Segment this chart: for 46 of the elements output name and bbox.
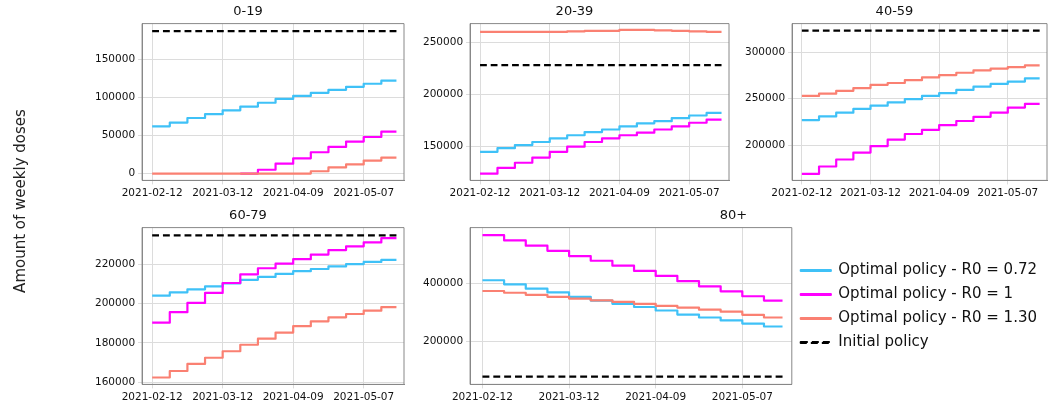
x-tick-label: 2021-02-12 xyxy=(121,186,183,199)
y-tick-label: 150000 xyxy=(94,52,136,65)
y-tick-label: 220000 xyxy=(94,256,136,269)
y-tick-label: 0 xyxy=(128,166,136,179)
x-tick-label: 2021-02-12 xyxy=(771,186,833,199)
legend-label: Initial policy xyxy=(838,332,929,351)
y-tick-label: 400000 xyxy=(422,276,464,289)
y-tick-label: 200000 xyxy=(422,334,464,347)
y-tick-label: 100000 xyxy=(94,90,136,103)
y-tick-label: 250000 xyxy=(744,91,786,104)
x-tick-label: 2021-03-12 xyxy=(192,390,254,403)
x-tick-label: 2021-05-07 xyxy=(977,186,1039,199)
x-tick-label: 2021-05-07 xyxy=(711,390,773,403)
chart-title: 0-19 xyxy=(233,3,263,19)
x-tick-label: 2021-05-07 xyxy=(658,186,720,199)
x-tick-label: 2021-02-12 xyxy=(451,390,513,403)
x-tick-label: 2021-03-12 xyxy=(538,390,600,403)
legend-label: Optimal policy - R0 = 1.30 xyxy=(838,308,1038,327)
y-tick-label: 250000 xyxy=(422,35,464,48)
x-tick-label: 2021-03-12 xyxy=(192,186,254,199)
x-tick-label: 2021-02-12 xyxy=(121,390,183,403)
chart-title: 40-59 xyxy=(875,3,914,19)
x-tick-label: 2021-04-09 xyxy=(588,186,650,199)
x-tick-label: 2021-05-07 xyxy=(333,390,395,403)
y-tick-label: 200000 xyxy=(94,296,136,309)
legend-label: Optimal policy - R0 = 1 xyxy=(838,284,1014,303)
y-tick-label: 50000 xyxy=(101,128,136,141)
y-tick-label: 300000 xyxy=(744,45,786,58)
y-tick-label: 200000 xyxy=(422,86,464,99)
y-tick-label: 180000 xyxy=(94,335,136,348)
x-tick-label: 2021-04-09 xyxy=(262,390,324,403)
x-tick-label: 2021-04-09 xyxy=(625,390,687,403)
x-tick-label: 2021-04-09 xyxy=(908,186,970,199)
x-tick-label: 2021-05-07 xyxy=(333,186,395,199)
y-axis-title: Amount of weekly doses xyxy=(11,108,29,295)
y-tick-label: 200000 xyxy=(744,137,786,150)
chart-title: 60-79 xyxy=(229,207,267,223)
y-tick-label: 160000 xyxy=(94,375,136,388)
x-tick-label: 2021-02-12 xyxy=(449,186,511,199)
legend-label: Optimal policy - R0 = 0.72 xyxy=(838,260,1038,279)
y-tick-label: 150000 xyxy=(422,138,464,151)
x-tick-label: 2021-03-12 xyxy=(519,186,581,199)
chart-title: 80+ xyxy=(719,207,748,223)
chart-title: 20-39 xyxy=(555,3,594,19)
x-tick-label: 2021-04-09 xyxy=(262,186,324,199)
x-tick-label: 2021-03-12 xyxy=(840,186,902,199)
